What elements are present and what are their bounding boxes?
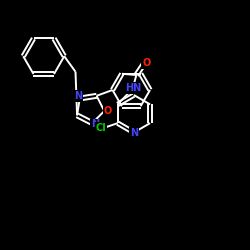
Text: HN: HN	[125, 83, 141, 93]
Text: N: N	[74, 91, 82, 101]
Text: N: N	[130, 128, 138, 138]
Text: N: N	[91, 119, 99, 129]
Text: O: O	[104, 106, 112, 116]
Text: O: O	[142, 58, 150, 68]
Text: Cl: Cl	[96, 123, 106, 133]
